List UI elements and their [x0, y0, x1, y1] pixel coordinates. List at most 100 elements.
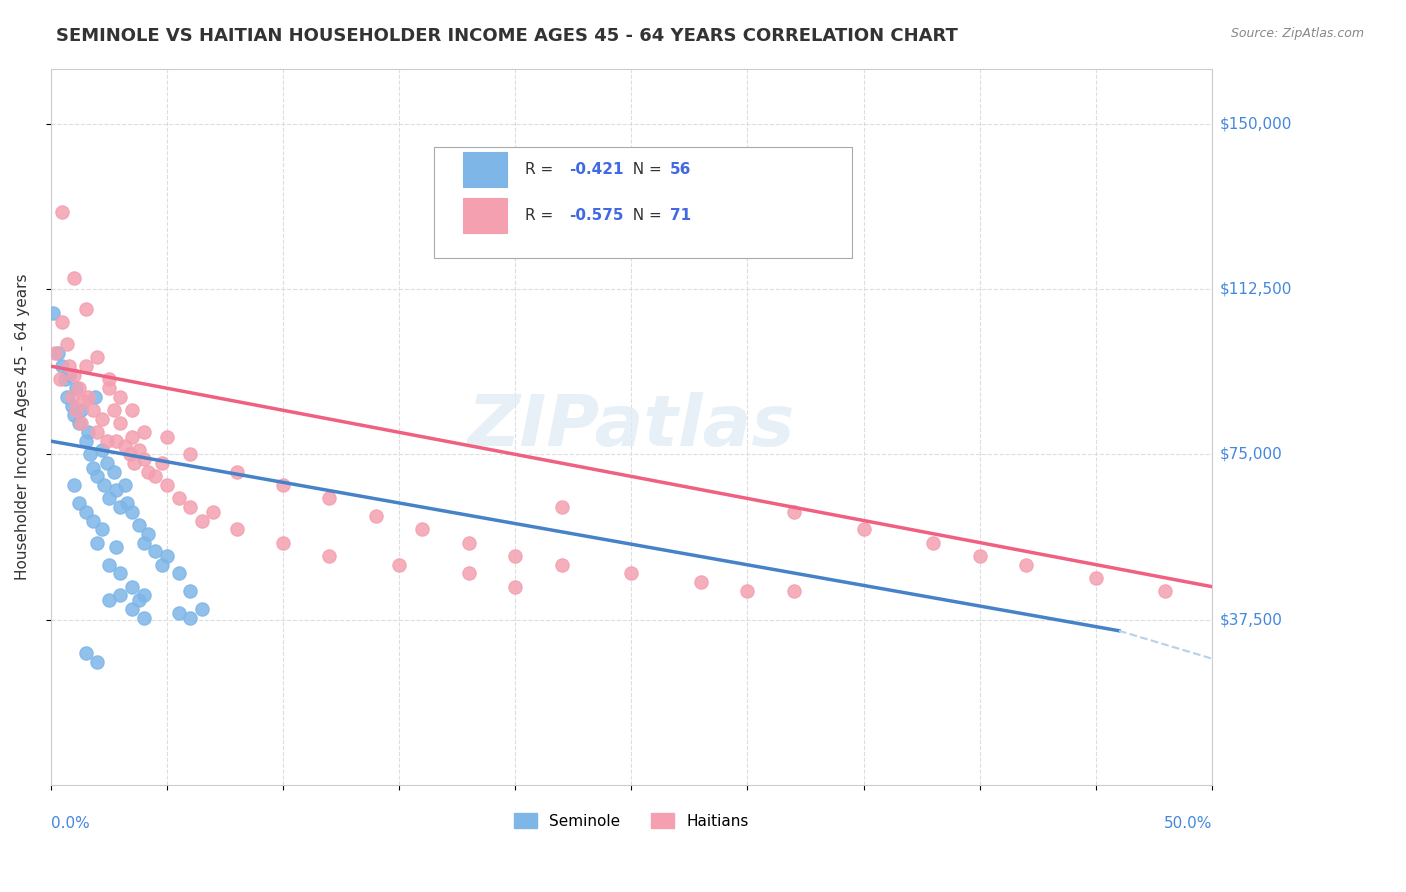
Point: [1154, 584, 1177, 599]
Point: [90, 412, 112, 426]
Point: [132, 589, 155, 603]
Point: [70, 403, 93, 417]
Bar: [463, 152, 508, 186]
Point: [271, 478, 294, 492]
Point: [63, 478, 86, 492]
Point: [72, 394, 94, 409]
Point: [121, 430, 143, 444]
Point: [225, 465, 247, 479]
Point: [53, 372, 76, 386]
Point: [97, 558, 120, 572]
Point: [97, 372, 120, 386]
Text: -0.421: -0.421: [568, 161, 623, 177]
Point: [51, 315, 73, 329]
Point: [63, 368, 86, 382]
Text: N =: N =: [623, 161, 666, 177]
Point: [922, 535, 945, 549]
Point: [457, 566, 479, 581]
Point: [75, 434, 97, 449]
Point: [191, 514, 214, 528]
Text: ZIPatlas: ZIPatlas: [468, 392, 794, 461]
Text: -0.575: -0.575: [568, 209, 623, 223]
Point: [121, 601, 143, 615]
Point: [51, 359, 73, 374]
Point: [82, 514, 104, 528]
Text: $112,500: $112,500: [1220, 282, 1292, 296]
Point: [150, 558, 173, 572]
Point: [104, 540, 127, 554]
Point: [46, 346, 69, 360]
Text: 50.0%: 50.0%: [1164, 815, 1212, 830]
Point: [167, 566, 190, 581]
Point: [77, 425, 100, 440]
Point: [690, 575, 713, 590]
Point: [783, 505, 806, 519]
Point: [44, 346, 66, 360]
Point: [179, 610, 201, 624]
Point: [86, 469, 108, 483]
Text: 0.0%: 0.0%: [51, 815, 90, 830]
Point: [318, 491, 340, 506]
Point: [121, 505, 143, 519]
Point: [75, 505, 97, 519]
Point: [49, 372, 72, 386]
Point: [104, 434, 127, 449]
Point: [84, 390, 107, 404]
Point: [70, 417, 93, 431]
Point: [86, 425, 108, 440]
Point: [103, 403, 125, 417]
Point: [63, 271, 86, 285]
Point: [150, 456, 173, 470]
Point: [503, 549, 526, 563]
Text: N =: N =: [623, 209, 666, 223]
Point: [1084, 571, 1107, 585]
Text: SEMINOLE VS HAITIAN HOUSEHOLDER INCOME AGES 45 - 64 YEARS CORRELATION CHART: SEMINOLE VS HAITIAN HOUSEHOLDER INCOME A…: [56, 27, 957, 45]
Point: [128, 593, 150, 607]
Point: [179, 584, 201, 599]
Point: [96, 456, 118, 470]
Point: [156, 549, 179, 563]
Point: [852, 522, 875, 536]
Point: [503, 580, 526, 594]
Point: [783, 584, 806, 599]
Point: [388, 558, 411, 572]
Point: [318, 549, 340, 563]
Point: [103, 465, 125, 479]
Point: [58, 359, 80, 374]
Point: [202, 505, 225, 519]
Point: [128, 442, 150, 457]
Point: [132, 535, 155, 549]
Point: [93, 478, 115, 492]
Point: [121, 580, 143, 594]
Point: [79, 447, 101, 461]
Point: [118, 447, 141, 461]
Point: [132, 425, 155, 440]
Point: [58, 368, 80, 382]
Point: [86, 535, 108, 549]
Point: [132, 610, 155, 624]
Text: 56: 56: [669, 161, 690, 177]
Point: [65, 403, 87, 417]
Point: [90, 442, 112, 457]
Point: [737, 584, 759, 599]
Point: [411, 522, 433, 536]
Point: [96, 434, 118, 449]
Point: [550, 558, 572, 572]
Point: [60, 399, 83, 413]
Point: [67, 417, 90, 431]
Point: [457, 535, 479, 549]
Point: [75, 301, 97, 316]
Point: [97, 381, 120, 395]
Point: [132, 451, 155, 466]
Point: [67, 496, 90, 510]
Point: [56, 390, 79, 404]
Point: [128, 517, 150, 532]
Point: [364, 509, 387, 524]
Point: [97, 593, 120, 607]
Point: [271, 535, 294, 549]
Point: [179, 500, 201, 515]
Point: [110, 500, 132, 515]
Text: Source: ZipAtlas.com: Source: ZipAtlas.com: [1230, 27, 1364, 40]
Point: [77, 390, 100, 404]
Point: [138, 526, 160, 541]
